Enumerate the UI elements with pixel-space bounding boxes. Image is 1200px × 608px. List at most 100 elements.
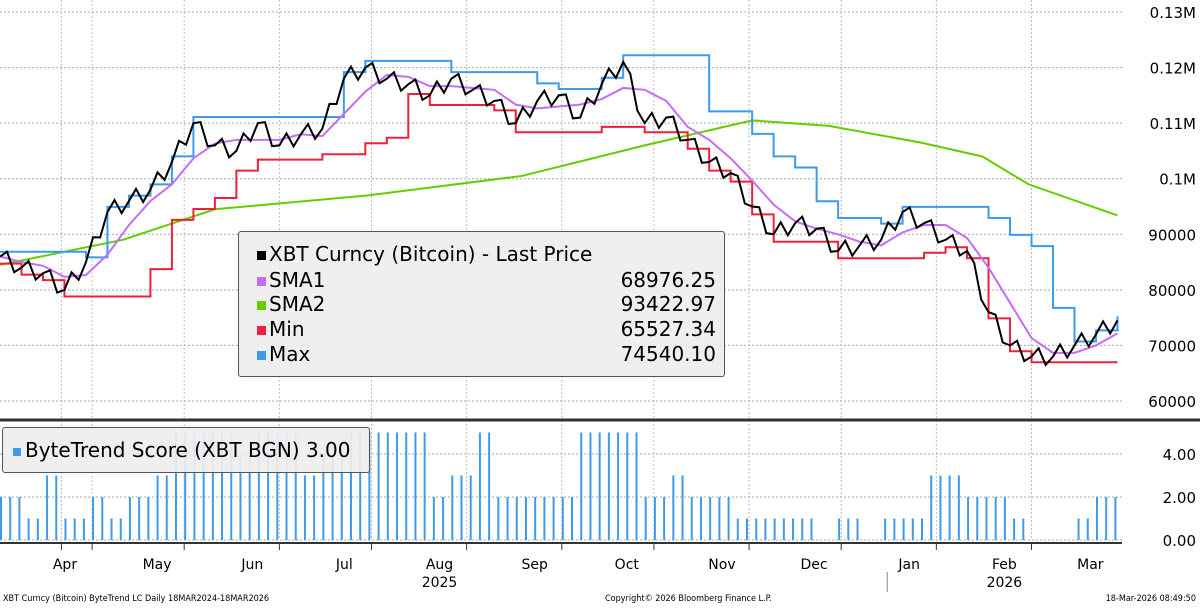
score-bar bbox=[552, 497, 555, 540]
score-bar bbox=[589, 432, 592, 540]
score-bar bbox=[1003, 497, 1006, 540]
score-bar bbox=[718, 497, 721, 540]
score-tick-label: 2.00 bbox=[1163, 489, 1196, 507]
max-line bbox=[0, 54, 1119, 343]
score-bar bbox=[128, 497, 131, 540]
score-bar bbox=[736, 518, 739, 540]
score-bar bbox=[46, 475, 49, 540]
price-line bbox=[0, 59, 1119, 367]
legend-sma1: SMA1 68976.25 bbox=[257, 268, 716, 292]
score-bar bbox=[792, 518, 795, 540]
score-bar bbox=[727, 497, 730, 540]
y-tick-label: 60000 bbox=[1148, 393, 1196, 411]
score-bar bbox=[746, 518, 749, 540]
score-bar bbox=[976, 497, 979, 540]
legend-swatch bbox=[257, 251, 266, 260]
score-bar bbox=[838, 518, 841, 540]
score-bar bbox=[9, 497, 12, 540]
month-label: Jul bbox=[335, 557, 353, 573]
score-bar bbox=[644, 497, 647, 540]
score-bar bbox=[893, 518, 896, 540]
score-bar bbox=[543, 497, 546, 540]
month-label: Mar bbox=[1077, 557, 1104, 573]
score-bar bbox=[478, 432, 481, 540]
month-label: May bbox=[143, 557, 172, 573]
score-bar bbox=[709, 497, 712, 540]
score-bar bbox=[423, 432, 426, 540]
footer-title: XBT Curncy (Bitcoin) ByteTrend LC Daily … bbox=[3, 594, 270, 604]
month-label: Sep bbox=[521, 557, 548, 573]
score-bar bbox=[580, 432, 583, 540]
score-bar bbox=[396, 432, 399, 540]
y-tick-label: 0.13M bbox=[1150, 4, 1196, 22]
score-bar bbox=[598, 432, 601, 540]
score-bar bbox=[377, 432, 380, 540]
score-bar bbox=[801, 518, 804, 540]
legend-max: Max 74540.10 bbox=[257, 342, 716, 366]
score-bar bbox=[303, 475, 306, 540]
legend-swatch bbox=[13, 447, 21, 456]
score-bar bbox=[690, 497, 693, 540]
score-bar bbox=[257, 432, 260, 540]
score-bar bbox=[534, 497, 537, 540]
score-bar bbox=[653, 497, 656, 540]
score-bar bbox=[285, 432, 288, 540]
score-bar bbox=[147, 497, 150, 540]
legend-sma2: SMA2 93422.97 bbox=[257, 292, 716, 316]
legend-price: XBT Curncy (Bitcoin) - Last Price bbox=[257, 242, 716, 266]
score-bar bbox=[847, 518, 850, 540]
score-bar bbox=[174, 432, 177, 540]
score-bar bbox=[460, 475, 463, 540]
min-line bbox=[0, 92, 1118, 364]
score-bar bbox=[18, 497, 21, 540]
score-bar bbox=[663, 497, 666, 540]
score-bar bbox=[432, 497, 435, 540]
score-bar bbox=[939, 475, 942, 540]
score-bar bbox=[930, 475, 933, 540]
score-bar bbox=[276, 432, 279, 540]
score-bar bbox=[451, 475, 454, 540]
month-label: Apr bbox=[53, 557, 77, 573]
score-bar bbox=[1086, 518, 1089, 540]
year-label: 2025 bbox=[422, 575, 458, 591]
score-bar bbox=[994, 497, 997, 540]
score-bar bbox=[101, 497, 104, 540]
score-bar bbox=[985, 497, 988, 540]
score-tick-label: 4.00 bbox=[1163, 446, 1196, 464]
score-bar bbox=[92, 497, 95, 540]
score-bar bbox=[1095, 497, 1098, 540]
score-bar bbox=[82, 518, 85, 540]
score-bar bbox=[497, 497, 500, 540]
score-bar bbox=[884, 518, 887, 540]
score-bar bbox=[368, 432, 371, 540]
score-bar bbox=[221, 432, 224, 540]
score-bar bbox=[699, 497, 702, 540]
score-bar bbox=[782, 518, 785, 540]
score-bar bbox=[0, 497, 2, 540]
score-bar bbox=[239, 454, 242, 540]
score-bar bbox=[764, 518, 767, 540]
score-legend: ByteTrend Score (XBT BGN) 3.00 bbox=[2, 427, 370, 473]
score-bar bbox=[64, 518, 67, 540]
score-bar bbox=[681, 475, 684, 540]
legend-swatch bbox=[257, 351, 266, 360]
score-bar bbox=[571, 497, 574, 540]
legend-swatch bbox=[257, 277, 266, 286]
sma1-line bbox=[0, 73, 1118, 354]
score-bar bbox=[921, 518, 923, 540]
score-bar bbox=[349, 432, 352, 540]
score-bar bbox=[672, 475, 675, 540]
score-bar bbox=[755, 518, 758, 540]
legend-min: Min 65527.34 bbox=[257, 317, 716, 341]
score-bar bbox=[469, 475, 472, 540]
score-bar bbox=[267, 432, 270, 540]
score-bar bbox=[810, 518, 813, 540]
score-bar bbox=[506, 497, 509, 540]
month-label: Feb bbox=[992, 557, 1017, 573]
y-tick-label: 80000 bbox=[1148, 282, 1196, 300]
y-tick-label: 0.1M bbox=[1159, 171, 1196, 189]
month-label: Jun bbox=[240, 557, 263, 573]
score-bar bbox=[967, 497, 970, 540]
score-bar bbox=[211, 432, 214, 540]
year-label: 2026 bbox=[987, 575, 1023, 591]
